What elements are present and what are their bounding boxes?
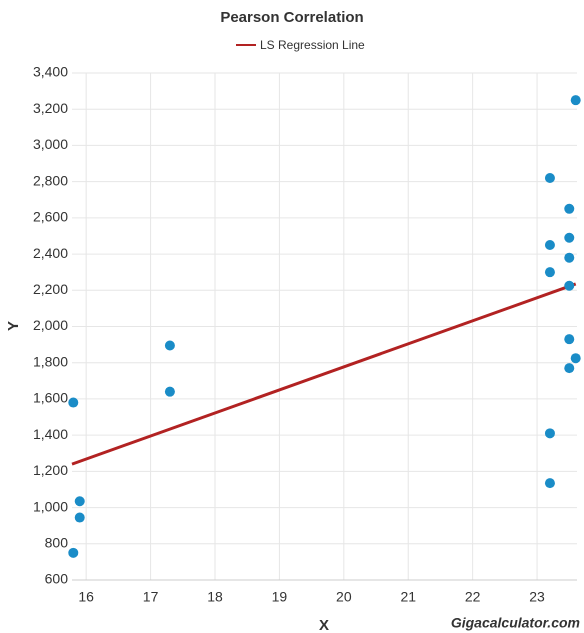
point bbox=[544, 173, 555, 184]
point bbox=[68, 547, 79, 558]
y-tick-label: 2,800 bbox=[33, 172, 68, 188]
y-tick-label: 3,200 bbox=[33, 100, 68, 116]
point bbox=[164, 340, 175, 351]
x-axis-label: X bbox=[319, 617, 329, 633]
point bbox=[68, 397, 79, 408]
point bbox=[564, 232, 575, 243]
y-tick-label: 3,400 bbox=[33, 64, 68, 80]
y-tick-label: 2,200 bbox=[33, 281, 68, 297]
chart-title: Pearson Correlation bbox=[220, 9, 363, 26]
x-tick-label: 16 bbox=[78, 589, 94, 605]
watermark: Gigacalculator.com bbox=[451, 615, 580, 631]
point bbox=[544, 478, 555, 489]
y-tick-label: 1,600 bbox=[33, 390, 68, 406]
y-tick-label: 2,000 bbox=[33, 317, 68, 333]
y-tick-label: 2,600 bbox=[33, 209, 68, 225]
y-tick-label: 1,000 bbox=[33, 498, 68, 514]
point bbox=[544, 428, 555, 439]
regression-line bbox=[71, 282, 577, 466]
y-tick-label: 800 bbox=[45, 534, 69, 550]
x-tick-label: 18 bbox=[207, 589, 223, 605]
point bbox=[570, 353, 581, 364]
point bbox=[74, 496, 85, 507]
y-tick-label: 1,400 bbox=[33, 426, 68, 442]
point bbox=[564, 203, 575, 214]
y-tick-label: 600 bbox=[45, 571, 69, 587]
x-tick-label: 22 bbox=[465, 589, 481, 605]
x-tick-label: 21 bbox=[400, 589, 416, 605]
x-tick-label: 19 bbox=[272, 589, 288, 605]
x-tick-label: 20 bbox=[336, 589, 352, 605]
y-axis-label: Y bbox=[5, 321, 22, 331]
point bbox=[544, 240, 555, 251]
x-tick-label: 23 bbox=[529, 589, 545, 605]
point bbox=[564, 252, 575, 263]
legend-label: LS Regression Line bbox=[260, 38, 365, 52]
y-tick-label: 2,400 bbox=[33, 245, 68, 261]
point bbox=[74, 512, 85, 523]
y-tick-label: 1,200 bbox=[33, 462, 68, 478]
point bbox=[544, 267, 555, 278]
y-tick-label: 1,800 bbox=[33, 353, 68, 369]
y-tick-label: 3,000 bbox=[33, 136, 68, 152]
point bbox=[564, 280, 575, 291]
point bbox=[564, 363, 575, 374]
x-tick-label: 17 bbox=[143, 589, 159, 605]
point bbox=[564, 334, 575, 345]
point bbox=[570, 95, 581, 106]
point bbox=[164, 386, 175, 397]
